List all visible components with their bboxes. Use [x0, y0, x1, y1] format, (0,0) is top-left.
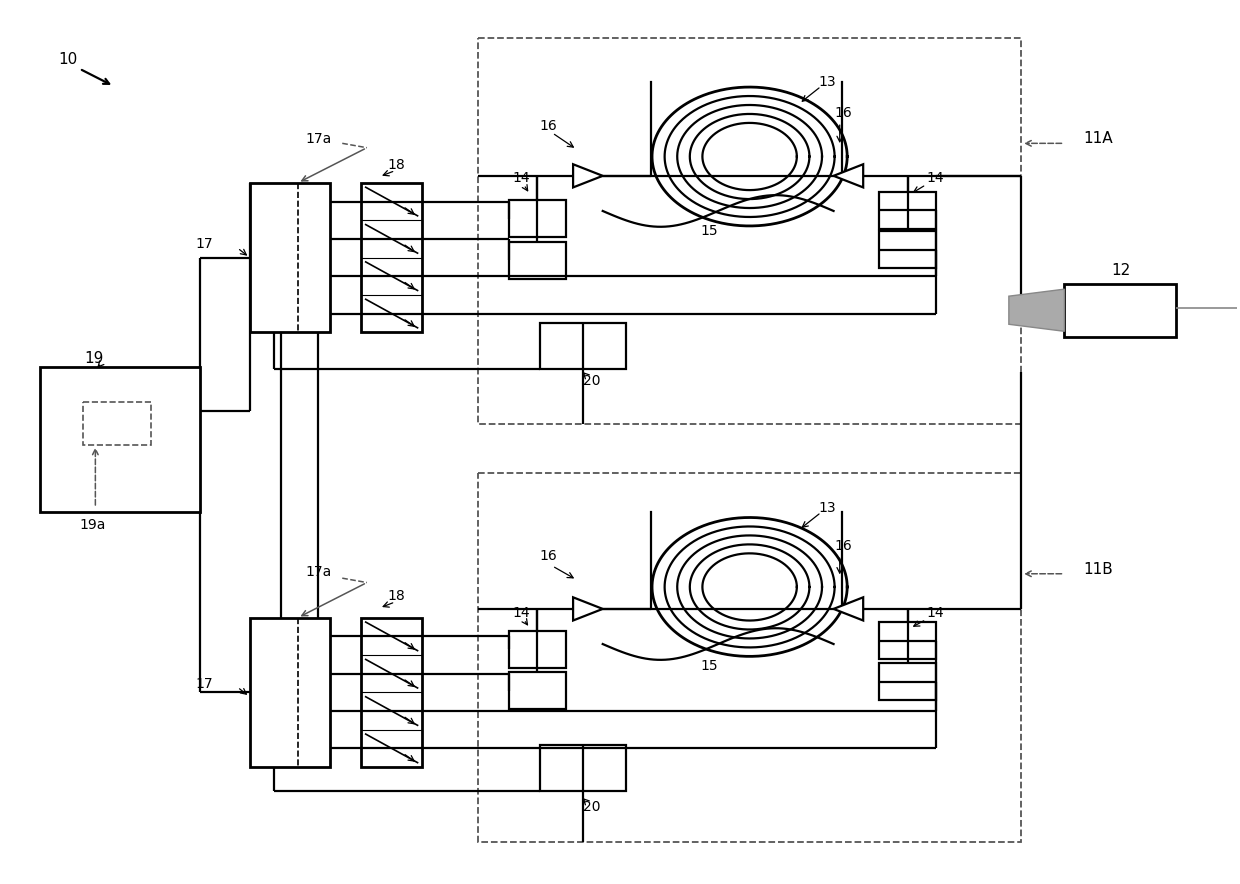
Bar: [83, 402, 151, 445]
Text: 13: 13: [818, 75, 836, 88]
Text: 17: 17: [195, 237, 212, 251]
Bar: [479, 38, 1022, 424]
Text: 11B: 11B: [1083, 562, 1112, 577]
Polygon shape: [833, 598, 863, 621]
Text: 18: 18: [388, 589, 405, 603]
Text: 11A: 11A: [1083, 132, 1112, 147]
FancyBboxPatch shape: [539, 745, 626, 791]
Text: 12: 12: [1111, 263, 1131, 278]
FancyBboxPatch shape: [1064, 284, 1176, 337]
Text: 16: 16: [835, 538, 853, 552]
FancyBboxPatch shape: [361, 618, 423, 767]
Polygon shape: [573, 598, 603, 621]
FancyBboxPatch shape: [40, 368, 201, 512]
FancyBboxPatch shape: [508, 672, 565, 709]
Text: 16: 16: [539, 549, 558, 563]
Text: 17a: 17a: [305, 132, 331, 146]
Polygon shape: [833, 164, 863, 187]
FancyBboxPatch shape: [879, 192, 936, 229]
Text: 20: 20: [583, 374, 600, 387]
Text: 14: 14: [926, 606, 944, 621]
Text: 18: 18: [388, 158, 405, 172]
Polygon shape: [573, 164, 603, 187]
Text: 13: 13: [818, 501, 836, 514]
Text: 16: 16: [835, 105, 853, 119]
Text: 15: 15: [701, 225, 718, 238]
Text: 14: 14: [926, 171, 944, 186]
Polygon shape: [1009, 289, 1064, 332]
FancyBboxPatch shape: [879, 663, 936, 700]
FancyBboxPatch shape: [879, 232, 936, 268]
FancyBboxPatch shape: [539, 324, 626, 370]
Text: 16: 16: [539, 118, 558, 133]
FancyBboxPatch shape: [249, 618, 330, 767]
Text: 19: 19: [84, 351, 104, 366]
FancyBboxPatch shape: [361, 183, 423, 332]
Text: 17: 17: [195, 676, 212, 690]
Text: 19a: 19a: [79, 518, 105, 532]
Text: 15: 15: [701, 659, 718, 673]
FancyBboxPatch shape: [249, 183, 330, 332]
Text: 14: 14: [512, 171, 531, 186]
Bar: [479, 473, 1022, 842]
FancyBboxPatch shape: [508, 631, 565, 667]
FancyBboxPatch shape: [508, 201, 565, 237]
Text: 17a: 17a: [305, 565, 331, 579]
FancyBboxPatch shape: [879, 622, 936, 659]
Text: 10: 10: [58, 52, 78, 67]
Text: 20: 20: [583, 799, 600, 813]
FancyBboxPatch shape: [508, 241, 565, 278]
Text: 14: 14: [512, 606, 531, 621]
